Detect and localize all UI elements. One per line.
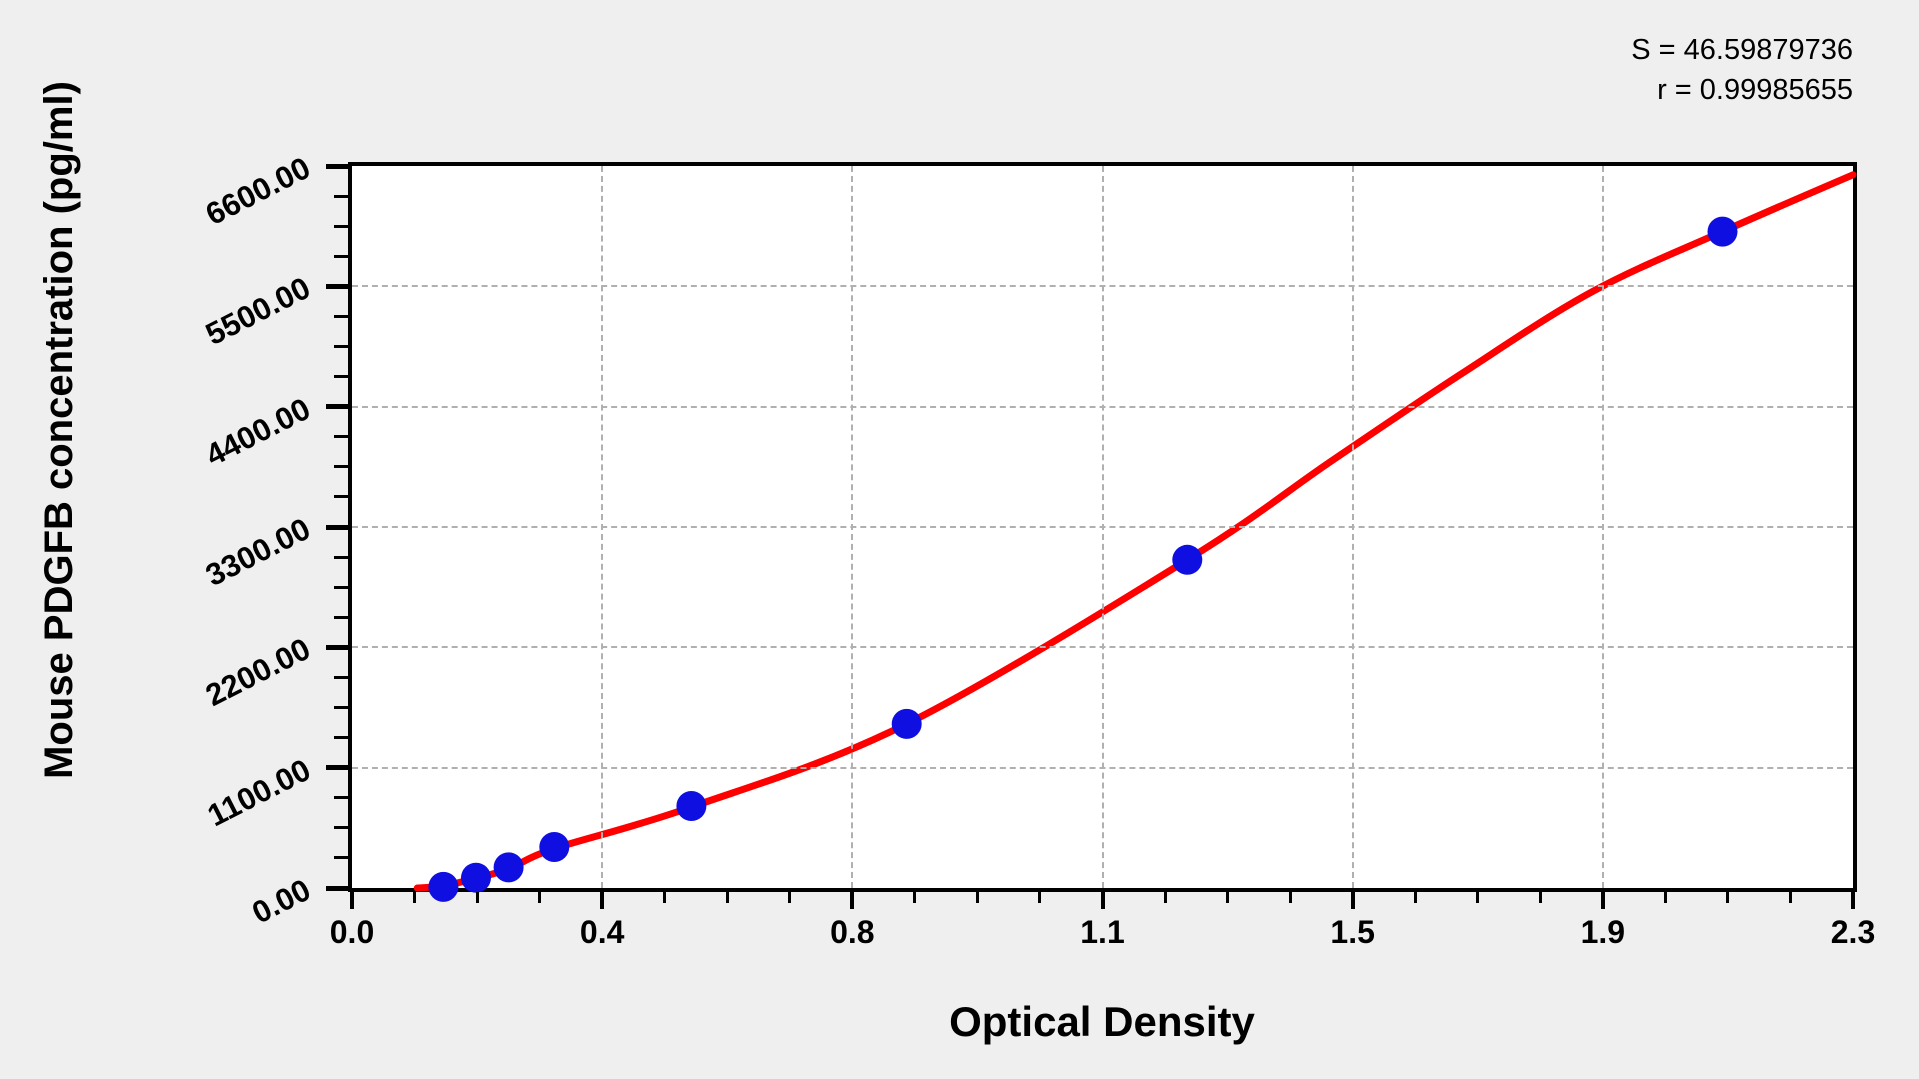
- gridline-vertical: [1601, 166, 1604, 888]
- y-tick-label: 3300.00: [199, 510, 316, 594]
- y-axis-title: Mouse PDGFB concentration (pg/ml): [37, 81, 81, 779]
- x-major-tick: [1600, 892, 1605, 909]
- y-minor-tick: [334, 585, 348, 589]
- x-minor-tick: [913, 892, 917, 903]
- y-minor-tick: [334, 706, 348, 709]
- y-tick-label: 1100.00: [201, 751, 316, 833]
- gridline-horizontal: [352, 766, 1853, 769]
- x-tick-label: 0.0: [329, 914, 375, 950]
- fitted-curve: [413, 171, 1857, 892]
- x-minor-tick: [1226, 892, 1230, 903]
- x-minor-tick: [1163, 892, 1167, 903]
- x-tick-label: 0.8: [830, 914, 875, 950]
- y-minor-tick: [334, 495, 348, 499]
- y-minor-tick: [334, 465, 348, 469]
- x-minor-tick: [663, 892, 667, 903]
- x-tick-label: 1.5: [1330, 914, 1375, 950]
- y-tick-label: 2200.00: [199, 631, 316, 714]
- x-minor-tick: [788, 892, 792, 903]
- x-minor-tick: [1288, 892, 1292, 903]
- y-minor-tick: [334, 856, 348, 860]
- y-major-tick: [326, 885, 348, 891]
- y-major-tick: [326, 404, 348, 410]
- y-minor-tick: [334, 314, 348, 318]
- y-tick-label: 5500.00: [199, 270, 316, 353]
- y-minor-tick: [334, 736, 348, 740]
- y-minor-tick: [334, 194, 348, 198]
- r-value: r = 0.99985655: [1657, 74, 1853, 106]
- y-major-tick: [326, 163, 348, 169]
- x-tick-label: 1.1: [1080, 914, 1125, 950]
- data-point: [493, 852, 524, 883]
- x-minor-tick: [1038, 892, 1042, 903]
- data-point: [428, 871, 459, 902]
- x-axis-title: Optical Density: [949, 998, 1255, 1045]
- x-minor-tick: [413, 892, 417, 903]
- x-major-tick: [1350, 892, 1355, 909]
- data-point: [891, 708, 922, 739]
- x-tick-label: 2.3: [1830, 914, 1876, 950]
- x-minor-tick: [1726, 892, 1730, 903]
- y-minor-tick: [334, 615, 348, 619]
- data-point: [1707, 216, 1738, 247]
- y-minor-tick: [334, 375, 348, 379]
- data-point: [676, 791, 707, 821]
- x-major-tick: [600, 892, 605, 909]
- y-major-tick: [326, 283, 348, 289]
- y-major-tick: [326, 644, 348, 650]
- x-major-tick: [1851, 892, 1855, 909]
- x-minor-tick: [1788, 892, 1792, 903]
- x-minor-tick: [475, 892, 479, 903]
- y-minor-tick: [334, 796, 348, 800]
- y-minor-tick: [334, 224, 348, 228]
- gridline-vertical: [1351, 166, 1354, 888]
- x-tick-label: 1.9: [1580, 914, 1626, 950]
- y-tick-label: 6600.00: [199, 149, 316, 233]
- s-value: S = 46.59879736: [1631, 34, 1853, 66]
- fit-statistics: S = 46.59879736 r = 0.99985655: [1631, 30, 1853, 110]
- x-minor-tick: [975, 892, 979, 903]
- x-minor-tick: [725, 892, 729, 903]
- x-major-tick: [850, 892, 855, 909]
- x-major-tick: [1100, 892, 1105, 909]
- x-minor-tick: [1663, 892, 1667, 903]
- x-minor-tick: [1413, 892, 1417, 903]
- x-major-tick: [350, 892, 354, 909]
- y-minor-tick: [334, 826, 348, 830]
- gridline-horizontal: [352, 526, 1853, 528]
- y-major-tick: [326, 524, 348, 530]
- y-minor-tick: [334, 345, 348, 348]
- y-minor-tick: [334, 435, 348, 439]
- y-major-tick: [326, 765, 348, 771]
- y-minor-tick: [334, 555, 348, 559]
- x-tick-label: 0.4: [579, 914, 625, 950]
- data-point: [461, 862, 491, 893]
- x-minor-tick: [1476, 892, 1480, 903]
- y-minor-tick: [334, 254, 348, 258]
- x-minor-tick: [1538, 892, 1542, 903]
- gridline-horizontal: [352, 646, 1853, 649]
- y-tick-label: 4400.00: [199, 390, 316, 473]
- data-point: [539, 832, 570, 862]
- y-minor-tick: [334, 675, 348, 679]
- data-point: [1172, 544, 1203, 575]
- plot-svg: [413, 171, 1857, 902]
- x-minor-tick: [538, 892, 542, 903]
